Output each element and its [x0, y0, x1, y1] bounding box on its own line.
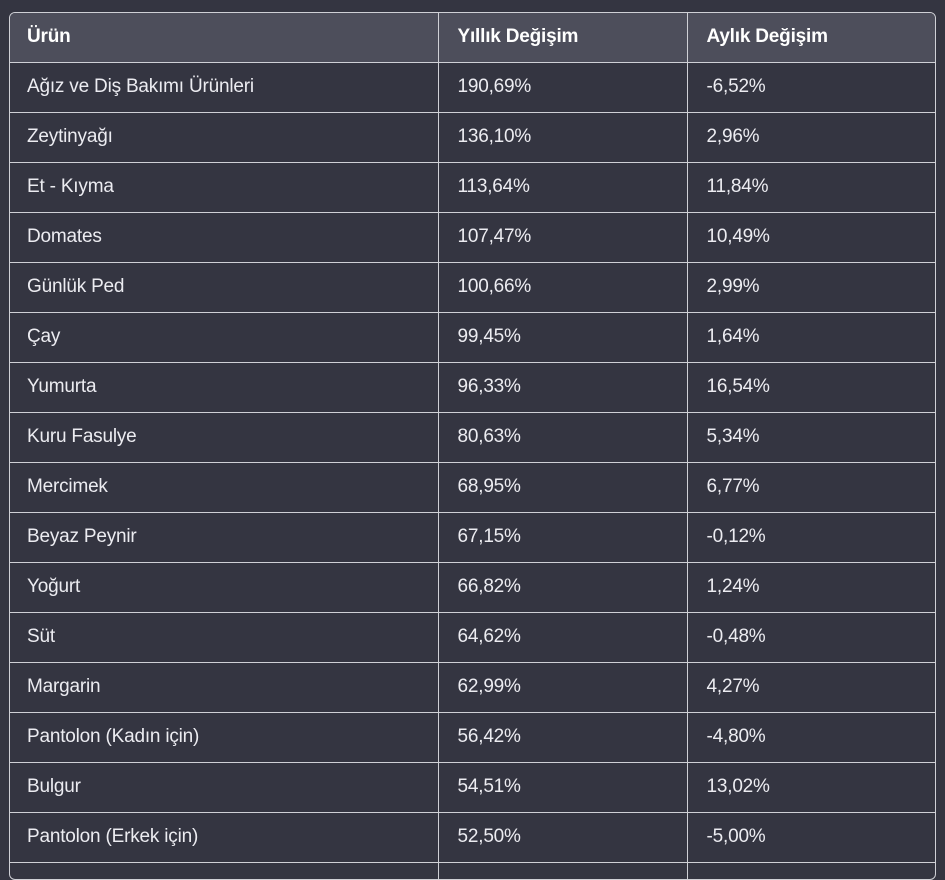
- table-row: Zeytinyağı 136,10% 2,96%: [10, 112, 935, 163]
- cell-monthly-change: 2,96%: [687, 112, 935, 163]
- header-monthly-change: Aylık Değişim: [687, 13, 935, 63]
- cell-yearly-change: 68,95%: [438, 462, 688, 513]
- cell-yearly-change: 190,69%: [438, 62, 688, 113]
- cell-product: Yumurta: [10, 362, 439, 413]
- table-row: Yumurta 96,33% 16,54%: [10, 362, 935, 413]
- cell-yearly-change: 52,50%: [438, 812, 688, 863]
- cell-monthly-change: 11,84%: [687, 162, 935, 213]
- cell-monthly-change: -4,80%: [687, 712, 935, 763]
- cell-monthly-change: 5,34%: [687, 412, 935, 463]
- cell-product: Pantolon (Erkek için): [10, 812, 439, 863]
- cell-monthly-change: 1,64%: [687, 312, 935, 363]
- cell-product: Günlük Ped: [10, 262, 439, 313]
- header-row: Ürün Yıllık Değişim Aylık Değişim: [10, 13, 935, 63]
- cell-product: Pantolon (Kadın için): [10, 712, 439, 763]
- cell-yearly-change: 64,62%: [438, 612, 688, 663]
- cell-yearly-change: 100,66%: [438, 262, 688, 313]
- cell-monthly-change: 1,24%: [687, 562, 935, 613]
- table-row: Beyaz Peynir 67,15% -0,12%: [10, 512, 935, 563]
- cell-product: Beyaz Peynir: [10, 512, 439, 563]
- cell-yearly-change: 66,82%: [438, 562, 688, 613]
- cell-product: Kuru Fasulye: [10, 412, 439, 463]
- table-header: Ürün Yıllık Değişim Aylık Değişim: [10, 13, 935, 63]
- table-row: [10, 862, 935, 879]
- table-row: Domates 107,47% 10,49%: [10, 212, 935, 263]
- cell-yearly-change: 136,10%: [438, 112, 688, 163]
- cell-yearly-change: 80,63%: [438, 412, 688, 463]
- table-row: Et - Kıyma 113,64% 11,84%: [10, 162, 935, 213]
- cell-monthly-change: -0,48%: [687, 612, 935, 663]
- cell-yearly-change: 67,15%: [438, 512, 688, 563]
- cell-monthly-change: -0,12%: [687, 512, 935, 563]
- cell-product: [10, 862, 439, 879]
- cell-monthly-change: -5,00%: [687, 812, 935, 863]
- cell-product: Domates: [10, 212, 439, 263]
- cell-product: Bulgur: [10, 762, 439, 813]
- cell-yearly-change: [438, 862, 688, 879]
- cell-yearly-change: 54,51%: [438, 762, 688, 813]
- table-row: Pantolon (Kadın için) 56,42% -4,80%: [10, 712, 935, 763]
- cell-monthly-change: 6,77%: [687, 462, 935, 513]
- table-row: Margarin 62,99% 4,27%: [10, 662, 935, 713]
- cell-product: Çay: [10, 312, 439, 363]
- cell-product: Margarin: [10, 662, 439, 713]
- table-row: Bulgur 54,51% 13,02%: [10, 762, 935, 813]
- cell-yearly-change: 62,99%: [438, 662, 688, 713]
- price-change-table-container: Ürün Yıllık Değişim Aylık Değişim Ağız v…: [9, 12, 936, 880]
- price-change-table: Ürün Yıllık Değişim Aylık Değişim Ağız v…: [10, 13, 935, 879]
- cell-monthly-change: 16,54%: [687, 362, 935, 413]
- cell-monthly-change: 13,02%: [687, 762, 935, 813]
- cell-monthly-change: 10,49%: [687, 212, 935, 263]
- cell-monthly-change: 4,27%: [687, 662, 935, 713]
- cell-monthly-change: -6,52%: [687, 62, 935, 113]
- cell-yearly-change: 56,42%: [438, 712, 688, 763]
- cell-yearly-change: 99,45%: [438, 312, 688, 363]
- cell-product: Zeytinyağı: [10, 112, 439, 163]
- table-row: Mercimek 68,95% 6,77%: [10, 462, 935, 513]
- cell-product: Süt: [10, 612, 439, 663]
- table-row: Günlük Ped 100,66% 2,99%: [10, 262, 935, 313]
- cell-yearly-change: 96,33%: [438, 362, 688, 413]
- table-body: Ağız ve Diş Bakımı Ürünleri 190,69% -6,52%…: [10, 62, 935, 879]
- cell-product: Et - Kıyma: [10, 162, 439, 213]
- header-product: Ürün: [10, 13, 439, 63]
- table-row: Süt 64,62% -0,48%: [10, 612, 935, 663]
- table-row: Yoğurt 66,82% 1,24%: [10, 562, 935, 613]
- table-row: Pantolon (Erkek için) 52,50% -5,00%: [10, 812, 935, 863]
- cell-yearly-change: 107,47%: [438, 212, 688, 263]
- cell-product: Yoğurt: [10, 562, 439, 613]
- cell-monthly-change: [687, 862, 935, 879]
- cell-monthly-change: 2,99%: [687, 262, 935, 313]
- table-row: Kuru Fasulye 80,63% 5,34%: [10, 412, 935, 463]
- cell-product: Mercimek: [10, 462, 439, 513]
- cell-yearly-change: 113,64%: [438, 162, 688, 213]
- table-row: Çay 99,45% 1,64%: [10, 312, 935, 363]
- header-yearly-change: Yıllık Değişim: [438, 13, 688, 63]
- table-row: Ağız ve Diş Bakımı Ürünleri 190,69% -6,52%: [10, 62, 935, 113]
- cell-product: Ağız ve Diş Bakımı Ürünleri: [10, 62, 439, 113]
